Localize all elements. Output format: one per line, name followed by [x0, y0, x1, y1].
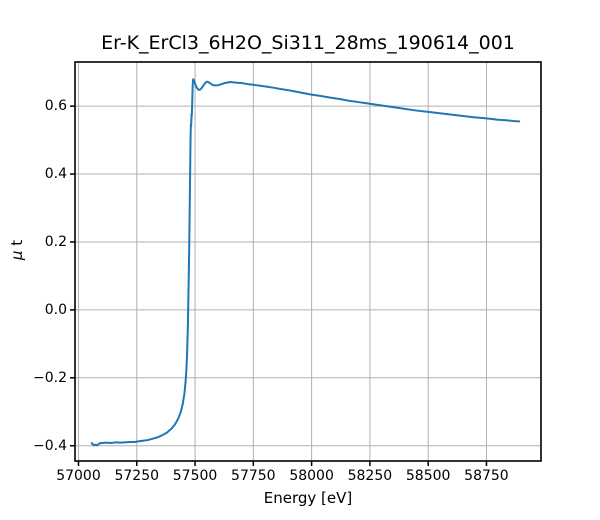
x-axis-label: Energy [eV]: [263, 489, 353, 507]
x-tick-label: 58000: [289, 468, 334, 484]
y-tick-label: 0.0: [44, 301, 67, 318]
x-tick-label: 57000: [56, 468, 101, 484]
x-tick-label: 58750: [464, 468, 509, 484]
y-tick-label: 0.4: [44, 166, 67, 183]
x-tick-label: 58250: [347, 468, 393, 484]
y-axis-label-rest: t: [8, 239, 26, 251]
x-tick-label: 57500: [172, 468, 218, 484]
x-tick-label: 57250: [114, 468, 160, 484]
x-tick-label: 58500: [405, 468, 451, 484]
y-tick-label: 0.6: [44, 98, 67, 115]
chart-title: Er-K_ErCl3_6H2O_Si311_28ms_190614_001: [101, 32, 515, 54]
y-axis-label: μ t: [8, 240, 26, 260]
data-line: [90, 78, 521, 447]
y-tick-label: −0.2: [33, 369, 67, 386]
x-tick-label: 57750: [231, 468, 276, 484]
mu-symbol: μ: [8, 250, 26, 261]
y-tick-label: 0.2: [44, 233, 67, 250]
y-tick-label: −0.4: [33, 437, 67, 454]
axes-spines: [74, 61, 542, 462]
